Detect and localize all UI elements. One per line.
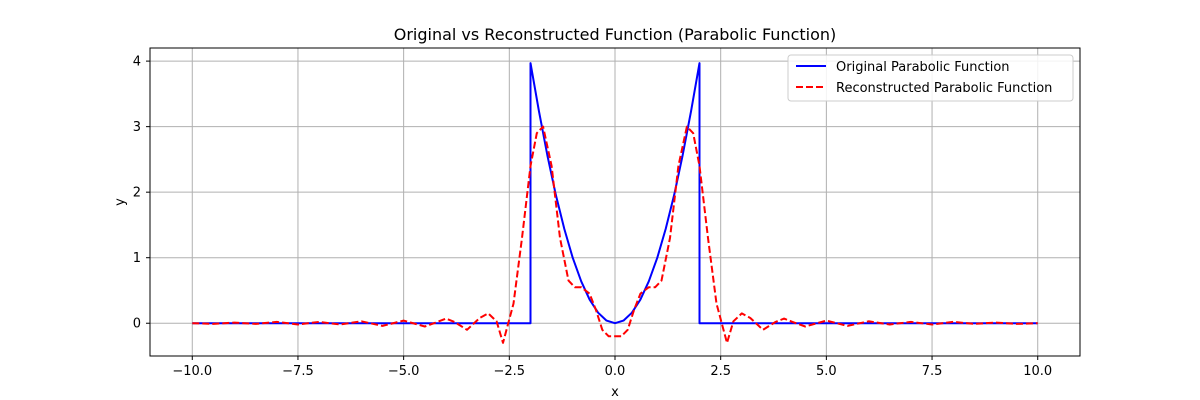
y-tick-label: 4 bbox=[133, 55, 141, 70]
x-tick-label: 7.5 bbox=[922, 364, 943, 379]
x-tick-label: −2.5 bbox=[494, 364, 526, 379]
x-tick-label: 5.0 bbox=[816, 364, 837, 379]
series-line-reconstructed bbox=[192, 125, 1038, 344]
x-tick-label: 10.0 bbox=[1023, 364, 1052, 379]
legend-label-reconstructed: Reconstructed Parabolic Function bbox=[836, 81, 1052, 96]
x-tick-label: 0.0 bbox=[605, 364, 626, 379]
chart-title: Original vs Reconstructed Function (Para… bbox=[394, 25, 837, 44]
y-tick-label: 3 bbox=[133, 120, 141, 135]
y-tick-label: 0 bbox=[133, 317, 141, 332]
legend-box bbox=[787, 54, 1074, 102]
legend: Original Parabolic Function Reconstructe… bbox=[787, 54, 1074, 102]
y-tick-label: 1 bbox=[133, 251, 141, 266]
tick-layer: −10.0 −7.5 −5.0 −2.5 0.0 2.5 5.0 7.5 10.0 0 1 2 3 4 bbox=[133, 55, 1052, 379]
x-tick-label: 2.5 bbox=[710, 364, 731, 379]
y-axis-title: y bbox=[113, 198, 128, 206]
series-line-original bbox=[192, 62, 1038, 325]
x-axis-title: x bbox=[611, 385, 619, 400]
x-tick-label: −5.0 bbox=[388, 364, 420, 379]
x-tick-label: −7.5 bbox=[282, 364, 314, 379]
series-layer bbox=[192, 62, 1038, 344]
legend-label-original: Original Parabolic Function bbox=[836, 60, 1010, 75]
y-tick-label: 2 bbox=[133, 186, 141, 201]
x-tick-label: −10.0 bbox=[172, 364, 212, 379]
